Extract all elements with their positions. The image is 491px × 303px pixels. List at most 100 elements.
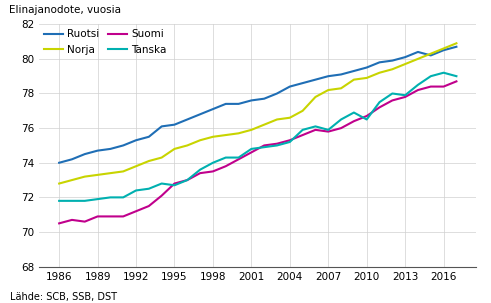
Norja — [428, 52, 434, 55]
Ruotsi — [364, 66, 370, 69]
Suomi — [402, 95, 408, 99]
Ruotsi — [261, 97, 267, 101]
Line: Ruotsi: Ruotsi — [59, 47, 457, 163]
Suomi — [248, 151, 254, 154]
Ruotsi — [402, 55, 408, 59]
Tanska — [454, 74, 460, 78]
Ruotsi — [133, 138, 139, 142]
Norja — [402, 62, 408, 66]
Tanska — [236, 156, 242, 159]
Suomi — [120, 215, 126, 218]
Tanska — [300, 128, 305, 132]
Text: Elinajanodote, vuosia: Elinajanodote, vuosia — [9, 5, 121, 15]
Ruotsi — [377, 61, 382, 64]
Suomi — [210, 170, 216, 173]
Suomi — [326, 130, 331, 133]
Tanska — [210, 161, 216, 165]
Suomi — [377, 105, 382, 109]
Suomi — [108, 215, 113, 218]
Tanska — [261, 145, 267, 149]
Suomi — [56, 221, 62, 225]
Ruotsi — [428, 54, 434, 57]
Ruotsi — [440, 48, 446, 52]
Norja — [287, 116, 293, 120]
Suomi — [223, 165, 229, 168]
Ruotsi — [454, 45, 460, 48]
Norja — [248, 128, 254, 132]
Ruotsi — [415, 50, 421, 54]
Tanska — [95, 197, 101, 201]
Ruotsi — [210, 107, 216, 111]
Tanska — [197, 168, 203, 171]
Norja — [108, 171, 113, 175]
Tanska — [402, 93, 408, 97]
Suomi — [389, 98, 395, 102]
Suomi — [415, 88, 421, 92]
Norja — [159, 156, 164, 159]
Suomi — [364, 114, 370, 118]
Tanska — [440, 71, 446, 75]
Ruotsi — [223, 102, 229, 106]
Ruotsi — [389, 59, 395, 62]
Norja — [351, 78, 357, 82]
Norja — [440, 47, 446, 50]
Tanska — [326, 128, 331, 132]
Norja — [236, 132, 242, 135]
Tanska — [338, 118, 344, 121]
Suomi — [274, 142, 280, 145]
Suomi — [171, 182, 177, 185]
Tanska — [56, 199, 62, 203]
Norja — [338, 86, 344, 90]
Norja — [171, 147, 177, 151]
Norja — [133, 165, 139, 168]
Suomi — [197, 171, 203, 175]
Ruotsi — [351, 69, 357, 73]
Text: Lähde: SCB, SSB, DST: Lähde: SCB, SSB, DST — [10, 292, 117, 302]
Tanska — [69, 199, 75, 203]
Norja — [69, 178, 75, 182]
Ruotsi — [236, 102, 242, 106]
Tanska — [184, 178, 190, 182]
Legend: Ruotsi, Norja, Suomi, Tanska: Ruotsi, Norja, Suomi, Tanska — [42, 27, 168, 57]
Tanska — [159, 182, 164, 185]
Line: Norja: Norja — [59, 43, 457, 184]
Ruotsi — [159, 125, 164, 128]
Ruotsi — [287, 85, 293, 88]
Ruotsi — [326, 74, 331, 78]
Norja — [300, 109, 305, 113]
Norja — [56, 182, 62, 185]
Norja — [274, 118, 280, 121]
Norja — [312, 95, 318, 99]
Tanska — [377, 100, 382, 104]
Tanska — [133, 189, 139, 192]
Norja — [210, 135, 216, 138]
Tanska — [415, 83, 421, 87]
Suomi — [261, 144, 267, 147]
Ruotsi — [146, 135, 152, 138]
Line: Tanska: Tanska — [59, 73, 457, 201]
Suomi — [236, 158, 242, 161]
Ruotsi — [300, 81, 305, 85]
Norja — [120, 170, 126, 173]
Suomi — [146, 204, 152, 208]
Ruotsi — [120, 144, 126, 147]
Norja — [223, 133, 229, 137]
Tanska — [312, 125, 318, 128]
Ruotsi — [184, 118, 190, 121]
Norja — [377, 71, 382, 75]
Tanska — [351, 111, 357, 114]
Norja — [326, 88, 331, 92]
Suomi — [133, 209, 139, 213]
Tanska — [171, 183, 177, 187]
Ruotsi — [274, 92, 280, 95]
Norja — [415, 57, 421, 61]
Tanska — [82, 199, 88, 203]
Norja — [364, 76, 370, 80]
Ruotsi — [197, 112, 203, 116]
Tanska — [364, 118, 370, 121]
Ruotsi — [56, 161, 62, 165]
Suomi — [69, 218, 75, 222]
Tanska — [146, 187, 152, 191]
Line: Suomi: Suomi — [59, 82, 457, 223]
Ruotsi — [171, 123, 177, 126]
